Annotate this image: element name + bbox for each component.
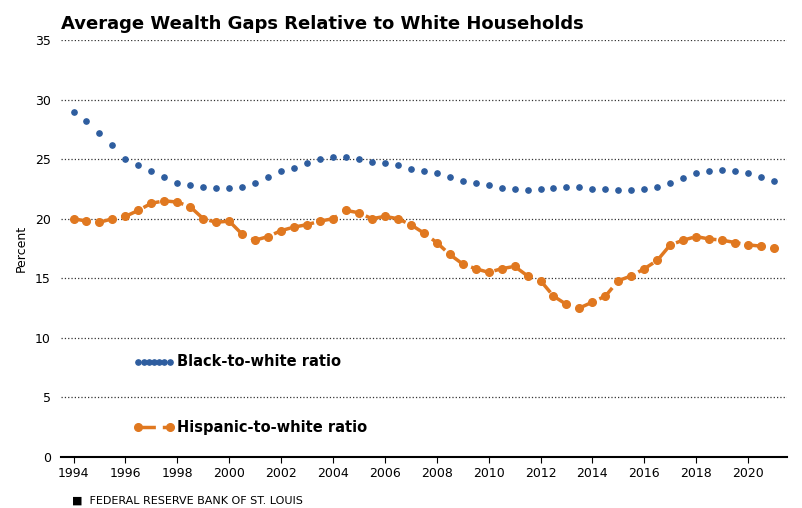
- Text: Average Wealth Gaps Relative to White Households: Average Wealth Gaps Relative to White Ho…: [60, 15, 583, 33]
- Y-axis label: Percent: Percent: [15, 225, 28, 272]
- Text: Black-to-white ratio: Black-to-white ratio: [177, 354, 342, 369]
- Text: ■  FEDERAL RESERVE BANK OF ST. LOUIS: ■ FEDERAL RESERVE BANK OF ST. LOUIS: [72, 495, 303, 505]
- Text: Hispanic-to-white ratio: Hispanic-to-white ratio: [177, 420, 367, 435]
